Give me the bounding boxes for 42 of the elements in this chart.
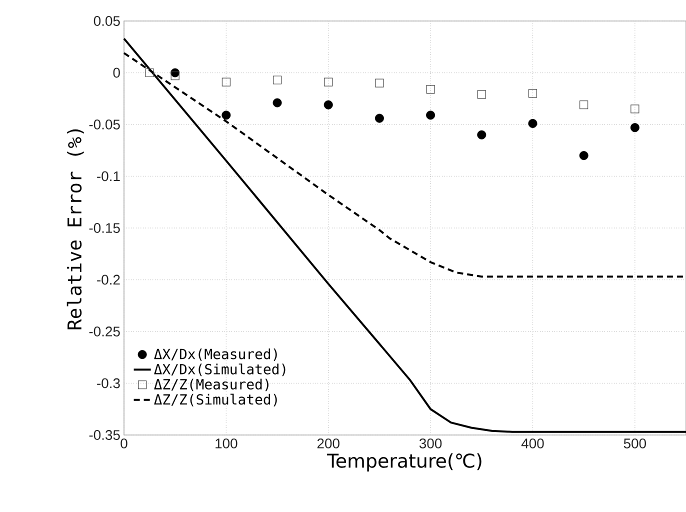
x-tick-label: 100 <box>216 438 238 448</box>
x-tick-label: 0 <box>120 438 128 448</box>
x-axis-title: Temperature(℃) <box>326 453 482 472</box>
point <box>272 76 282 84</box>
point <box>630 104 640 114</box>
point <box>222 78 230 86</box>
point <box>374 114 384 123</box>
point <box>145 68 154 78</box>
point <box>324 100 333 110</box>
point <box>630 123 640 132</box>
legend-label: ΔX/Dx(Measured) <box>154 348 277 361</box>
x-tick-label: 400 <box>521 438 544 448</box>
y-tick-label: -0.35 <box>89 430 120 440</box>
point <box>272 98 282 108</box>
y-tick-label: 0.05 <box>94 16 120 26</box>
y-tick-label: -0.1 <box>97 171 120 182</box>
x-tick-label: 300 <box>419 438 442 448</box>
point <box>426 110 436 120</box>
point <box>580 100 588 110</box>
point <box>528 118 538 128</box>
x-tick-label: 500 <box>624 438 646 448</box>
y-tick-label: -0.25 <box>89 326 120 336</box>
y-tick-label: 0 <box>113 68 120 78</box>
point <box>324 78 333 86</box>
point <box>528 89 538 98</box>
legend-label: ΔZ/Z(Measured) <box>154 378 268 392</box>
point <box>375 78 384 88</box>
point <box>426 85 435 94</box>
y-tick-label: -0.15 <box>89 223 120 233</box>
y-tick-label: -0.3 <box>97 378 120 388</box>
point <box>579 151 588 160</box>
legend-label: ΔZ/Z(Simulated) <box>154 394 277 406</box>
y-tick-label: -0.2 <box>97 274 120 285</box>
x-tick-label: 200 <box>317 438 340 448</box>
point <box>477 90 486 99</box>
legend-label: ΔX/Dx(Simulated) <box>154 364 286 376</box>
y-axis-title: Relative Error (%) <box>66 129 84 330</box>
point <box>477 130 486 140</box>
point <box>170 72 180 80</box>
point <box>222 110 231 120</box>
y-tick-label: -0.05 <box>89 120 120 130</box>
line-series <box>123 38 686 433</box>
